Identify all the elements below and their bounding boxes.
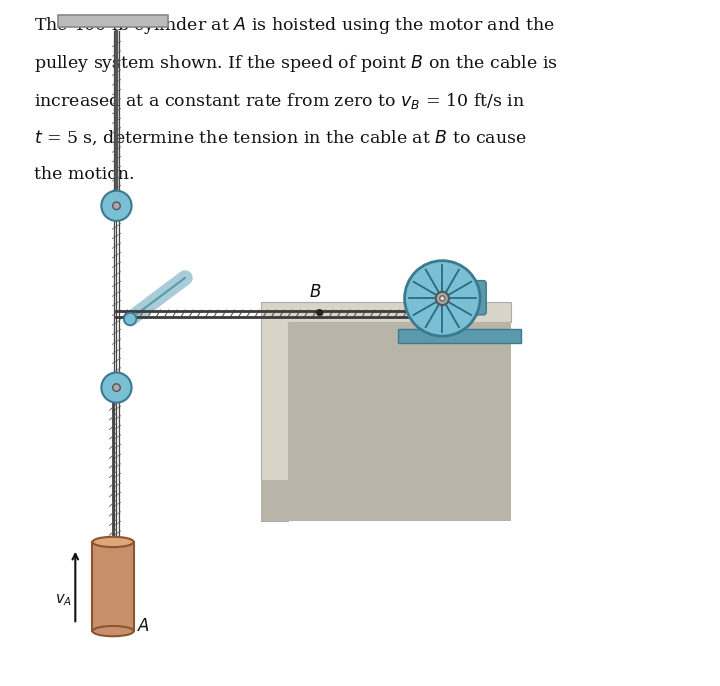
Polygon shape [261, 480, 315, 521]
Polygon shape [58, 15, 168, 27]
Text: The 400-lb cylinder at $A$ is hoisted using the motor and the: The 400-lb cylinder at $A$ is hoisted us… [34, 15, 555, 36]
Polygon shape [261, 302, 511, 521]
Ellipse shape [113, 383, 120, 391]
Ellipse shape [92, 536, 134, 547]
Polygon shape [288, 322, 511, 521]
Ellipse shape [405, 261, 480, 336]
Polygon shape [92, 542, 134, 631]
Text: $t$ = 5 s, determine the tension in the cable at $B$ to cause: $t$ = 5 s, determine the tension in the … [34, 128, 527, 147]
Text: pulley system shown. If the speed of point $B$ on the cable is: pulley system shown. If the speed of poi… [34, 53, 558, 74]
Ellipse shape [436, 292, 449, 305]
FancyBboxPatch shape [454, 281, 486, 315]
Text: the motion.: the motion. [34, 166, 135, 183]
Ellipse shape [440, 296, 445, 301]
Ellipse shape [92, 626, 134, 637]
Ellipse shape [102, 191, 132, 221]
Polygon shape [397, 329, 521, 343]
Text: $B$: $B$ [309, 284, 321, 301]
Text: $A$: $A$ [137, 618, 150, 635]
Text: increased at a constant rate from zero to $v_B$ = 10 ft/s in: increased at a constant rate from zero t… [34, 91, 525, 110]
Ellipse shape [124, 313, 136, 325]
Ellipse shape [113, 202, 120, 210]
Ellipse shape [102, 372, 132, 403]
Text: $v_A$: $v_A$ [55, 593, 72, 608]
